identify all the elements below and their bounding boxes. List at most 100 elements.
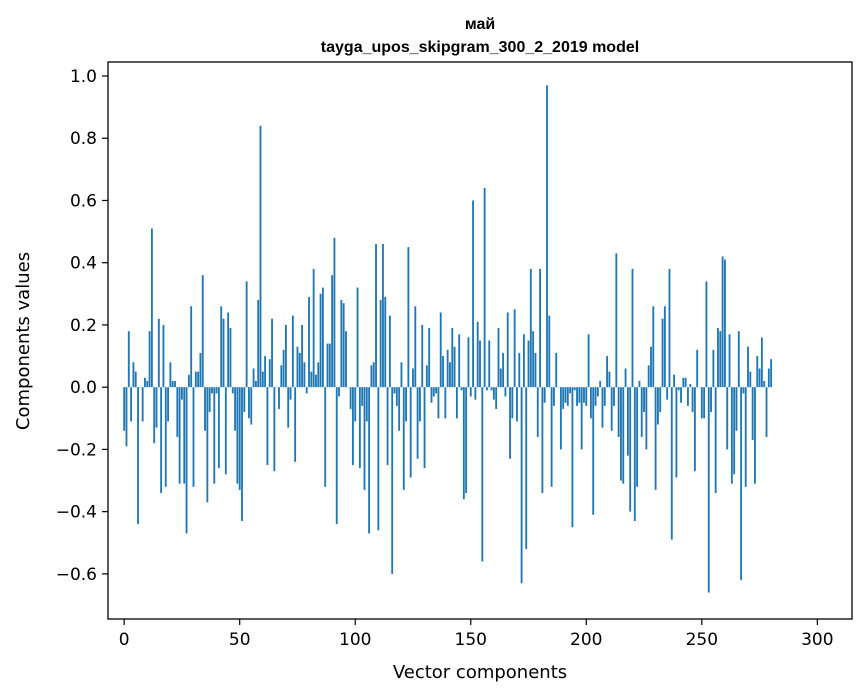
bar	[296, 346, 299, 388]
bar	[564, 387, 567, 403]
y-tick-label: 0.8	[70, 129, 97, 149]
bar	[580, 387, 583, 450]
bar	[633, 387, 636, 521]
x-tick-label: 150	[455, 630, 487, 650]
bar	[539, 268, 541, 388]
bar	[624, 368, 627, 388]
bar	[400, 362, 403, 388]
bar	[472, 200, 474, 388]
bar	[430, 387, 433, 403]
bar	[358, 387, 361, 469]
bar	[707, 387, 710, 593]
bar	[331, 275, 334, 388]
bar	[767, 368, 770, 388]
bar	[613, 387, 615, 406]
bar	[162, 324, 165, 388]
bar	[603, 387, 606, 406]
bar	[562, 387, 565, 409]
bar	[321, 287, 324, 388]
bar	[370, 365, 373, 388]
bar	[402, 387, 405, 490]
bar	[700, 387, 703, 419]
bar	[419, 387, 421, 422]
x-axis-label: Vector components	[393, 662, 567, 683]
bar	[204, 387, 206, 431]
bar	[372, 362, 375, 388]
bar	[324, 387, 327, 487]
bar	[148, 331, 151, 388]
bar	[317, 362, 320, 388]
bar	[338, 387, 340, 397]
bar	[398, 387, 401, 431]
bar	[349, 387, 352, 409]
bar	[280, 365, 283, 388]
bar	[211, 387, 213, 394]
bar	[497, 328, 500, 388]
bar	[629, 387, 632, 512]
bar	[534, 352, 537, 388]
bar	[553, 387, 555, 406]
bar	[763, 380, 766, 388]
bar	[495, 387, 498, 409]
bar	[640, 387, 643, 437]
chart-title-line1: май	[465, 16, 495, 33]
bar	[596, 387, 599, 397]
bar	[455, 387, 458, 419]
bar	[405, 387, 407, 422]
bar	[176, 387, 179, 437]
bar	[506, 312, 509, 388]
bar	[583, 387, 585, 403]
bar	[663, 306, 666, 388]
bar	[308, 296, 310, 388]
bar	[342, 303, 345, 388]
bar	[248, 387, 250, 419]
y-tick-label: 0.2	[70, 316, 97, 336]
bar	[666, 387, 669, 400]
bar	[130, 387, 133, 422]
bar	[134, 371, 137, 388]
bar	[682, 377, 685, 388]
bar	[192, 387, 195, 487]
bar	[273, 387, 276, 472]
bar	[585, 387, 588, 406]
bar	[319, 293, 322, 388]
y-tick-label: −0.6	[56, 565, 97, 585]
bar	[645, 387, 648, 450]
bar	[705, 281, 708, 388]
x-tick-label: 200	[570, 630, 602, 650]
bar	[208, 387, 211, 413]
bar	[710, 387, 712, 413]
bar	[754, 387, 756, 484]
bar	[474, 387, 477, 400]
bar	[488, 340, 491, 388]
bar	[721, 256, 724, 388]
bar	[555, 352, 558, 388]
bar	[271, 318, 273, 388]
bar	[254, 380, 257, 388]
bar	[132, 362, 135, 388]
bar	[238, 387, 241, 490]
bar	[197, 371, 200, 388]
bar	[453, 346, 456, 388]
bar	[150, 228, 153, 388]
bar	[536, 387, 539, 437]
bar	[199, 352, 202, 388]
bar	[333, 237, 336, 388]
bar	[529, 268, 532, 388]
bar	[622, 387, 625, 484]
bar	[770, 359, 773, 388]
bar	[382, 244, 384, 388]
bar	[224, 387, 227, 475]
bar	[684, 377, 687, 388]
bar	[608, 371, 611, 388]
bar	[573, 387, 576, 391]
bar	[328, 343, 331, 388]
y-tick-label: −0.4	[56, 503, 97, 523]
bar	[187, 374, 190, 388]
bar	[541, 387, 544, 493]
x-tick-label: 250	[686, 630, 718, 650]
bar	[469, 387, 472, 397]
bar	[259, 125, 262, 388]
bar	[518, 352, 521, 388]
bar	[659, 387, 662, 413]
